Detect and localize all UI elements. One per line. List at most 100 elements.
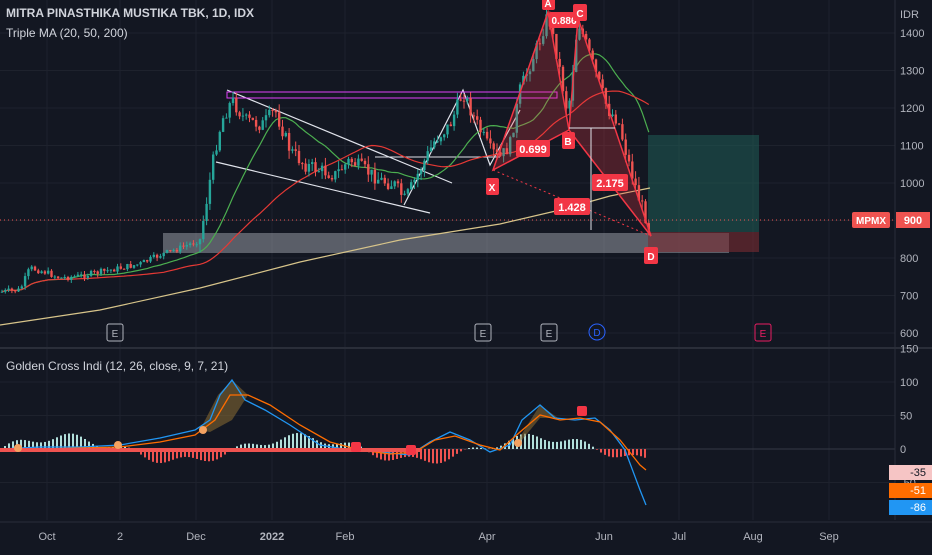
histogram-bar <box>548 441 550 449</box>
price-tick: 1200 <box>900 103 924 115</box>
event-d: D <box>593 328 600 339</box>
candle-body <box>615 115 617 124</box>
candle-body <box>116 266 118 271</box>
histogram-bar <box>296 433 298 449</box>
candle-body <box>268 110 270 115</box>
histogram-bar <box>424 449 426 461</box>
candle-body <box>463 101 465 102</box>
oscillator-pane <box>0 380 895 505</box>
badge-51-text: -51 <box>910 485 926 497</box>
ma200-line <box>0 188 650 325</box>
candle-body <box>235 98 237 113</box>
histogram-bar <box>472 447 474 449</box>
histogram-bar <box>36 442 38 449</box>
candle-body <box>285 133 287 136</box>
histogram-bar <box>528 434 530 449</box>
candle-body <box>483 132 485 133</box>
candle-body <box>215 150 217 154</box>
chart-title: MITRA PINASTHIKA MUSTIKA TBK, 1D, IDX <box>6 6 254 20</box>
candle-body <box>24 276 26 286</box>
candle-body <box>21 286 23 288</box>
histogram-bar <box>576 439 578 449</box>
histogram-bar <box>552 442 554 449</box>
time-tick: Feb <box>336 531 355 543</box>
candle-body <box>453 115 455 127</box>
candle-body <box>380 178 382 180</box>
time-tick: Dec <box>186 531 206 543</box>
candle-body <box>7 289 9 290</box>
candle-body <box>31 267 33 270</box>
candle-body <box>153 255 155 257</box>
histogram-bar <box>592 447 594 449</box>
label-b: B <box>564 137 571 148</box>
candle-body <box>106 270 108 271</box>
golden-cross-dot <box>14 444 22 452</box>
time-tick: Jul <box>672 531 686 543</box>
candle-body <box>420 170 422 174</box>
ratio-2175: 2.175 <box>596 178 624 190</box>
histogram-bar <box>420 449 422 459</box>
golden-cross-dot <box>114 441 122 449</box>
osc-tick: 150 <box>900 344 918 356</box>
candle-body <box>265 115 267 120</box>
label-x: X <box>489 183 496 194</box>
candle-body <box>618 124 620 125</box>
candle-body <box>205 204 207 221</box>
price-tick: 600 <box>900 328 918 340</box>
histogram-bar <box>620 449 622 457</box>
candle-body <box>331 178 333 179</box>
candle-body <box>456 99 458 114</box>
histogram-bar <box>460 449 462 451</box>
golden-cross-dot <box>199 426 207 434</box>
price-tick: 700 <box>900 291 918 303</box>
candle-body <box>34 267 36 271</box>
candle-body <box>212 155 214 180</box>
candle-body <box>219 132 221 151</box>
candle-body <box>262 120 264 130</box>
candle-body <box>166 250 168 253</box>
candle-body <box>387 183 389 189</box>
candle-body <box>130 264 132 268</box>
label-c: C <box>576 9 583 20</box>
candle-body <box>641 200 643 201</box>
candle-body <box>54 277 56 278</box>
candle-body <box>275 111 277 113</box>
candle-body <box>423 161 425 170</box>
histogram-bar <box>608 449 610 456</box>
label-a: A <box>544 0 551 10</box>
candle-body <box>139 262 141 264</box>
candle-body <box>11 289 13 291</box>
candle-body <box>80 274 82 275</box>
label-d: D <box>647 252 654 263</box>
histogram-bar <box>292 434 294 449</box>
price-axis[interactable]: 14001300120011001000900800700600 <box>900 28 924 340</box>
candle-body <box>370 170 372 175</box>
time-tick: 2022 <box>260 531 284 543</box>
candle-body <box>209 180 211 204</box>
candle-body <box>334 171 336 179</box>
candle-body <box>489 138 491 143</box>
histogram-bar <box>636 449 638 455</box>
histogram-bar <box>436 449 438 464</box>
histogram-bar <box>280 440 282 449</box>
osc-tick: 50 <box>900 411 912 423</box>
candle-body <box>384 178 386 184</box>
candle-body <box>245 115 247 116</box>
candle-body <box>427 151 429 161</box>
candle-body <box>357 159 359 166</box>
histogram-bar <box>572 439 574 449</box>
histogram-bar <box>452 449 454 457</box>
histogram-bar <box>568 440 570 449</box>
candle-body <box>400 183 402 195</box>
histogram-bar <box>536 436 538 449</box>
death-cross-marker <box>406 445 416 455</box>
time-tick: Jun <box>595 531 613 543</box>
histogram-bar <box>456 449 458 454</box>
histogram-bar <box>276 442 278 449</box>
candle-body <box>460 99 462 100</box>
oscillator-title: Golden Cross Indi (12, 26, close, 9, 7, … <box>6 359 228 373</box>
candle-body <box>67 277 69 280</box>
